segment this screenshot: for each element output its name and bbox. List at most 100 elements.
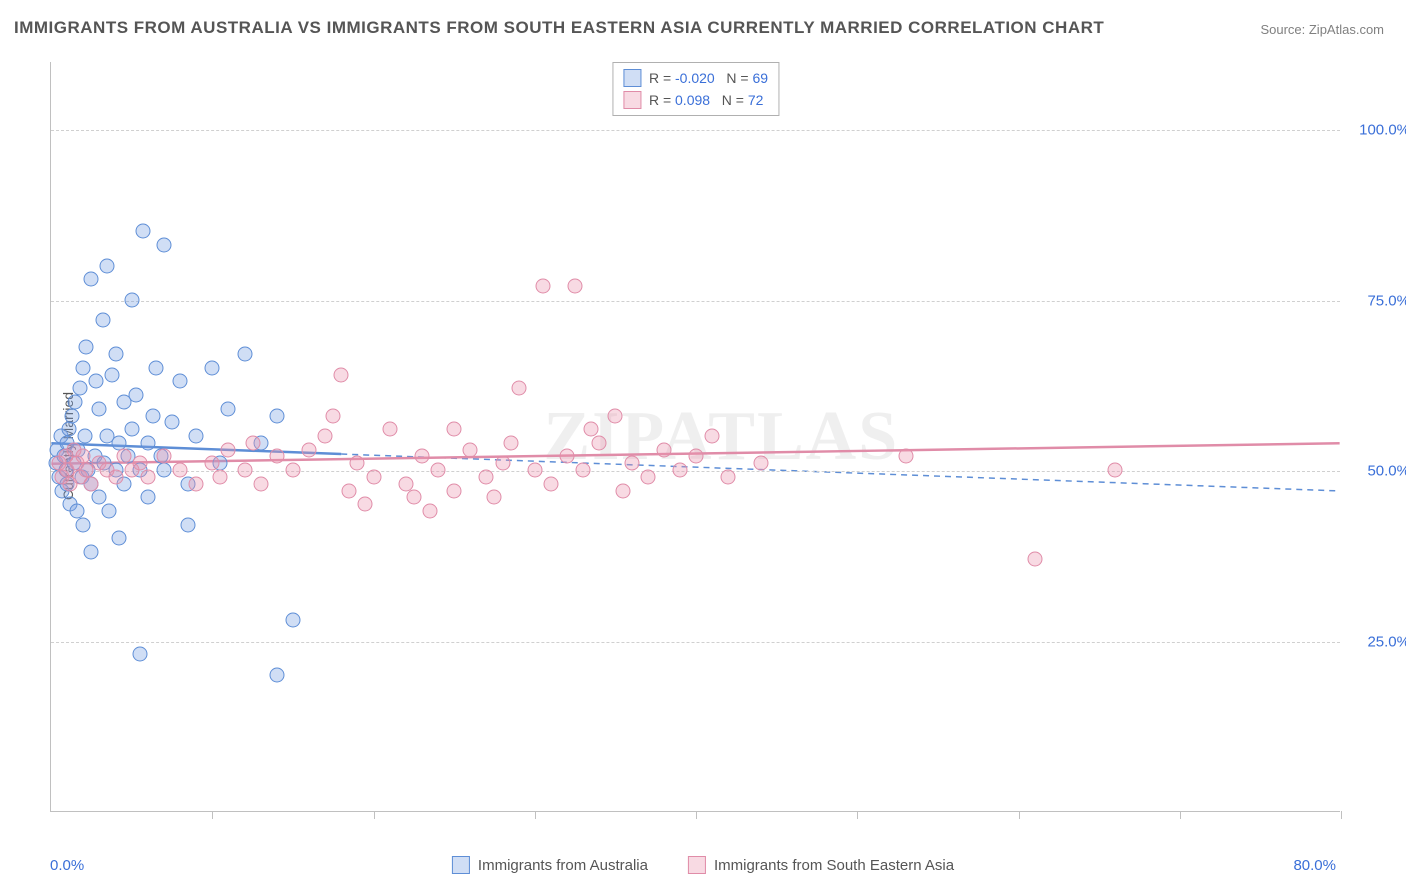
y-tick-label: 75.0% [1350,292,1406,309]
gridline [51,130,1340,131]
y-tick-label: 100.0% [1350,122,1406,139]
scatter-point [84,476,99,491]
x-axis-left-label: 0.0% [50,857,84,874]
scatter-point [156,238,171,253]
scatter-point [156,449,171,464]
scatter-point [406,490,421,505]
scatter-point [132,456,147,471]
x-axis-right-label: 80.0% [1293,857,1336,874]
scatter-point [135,224,150,239]
scatter-point [656,442,671,457]
x-tick-mark [696,811,697,819]
scatter-point [487,490,502,505]
scatter-point [145,408,160,423]
scatter-point [422,504,437,519]
scatter-point [672,463,687,478]
scatter-point [495,456,510,471]
scatter-point [108,347,123,362]
scatter-point [140,469,155,484]
legend-stat-row: R = 0.098 N = 72 [623,89,768,111]
scatter-point [1027,551,1042,566]
scatter-point [76,517,91,532]
scatter-point [568,279,583,294]
scatter-point [705,429,720,444]
scatter-point [89,374,104,389]
scatter-point [447,483,462,498]
legend-stat-text: R = -0.020 N = 69 [649,70,768,86]
scatter-point [753,456,768,471]
scatter-point [414,449,429,464]
trend-lines-layer [51,62,1340,811]
scatter-point [253,476,268,491]
scatter-point [447,422,462,437]
scatter-point [213,469,228,484]
scatter-point [334,367,349,382]
scatter-point [302,442,317,457]
y-tick-label: 25.0% [1350,633,1406,650]
scatter-point [164,415,179,430]
scatter-point [689,449,704,464]
scatter-point [173,374,188,389]
scatter-point [624,456,639,471]
scatter-point [105,367,120,382]
scatter-point [560,449,575,464]
scatter-point [640,469,655,484]
scatter-point [140,435,155,450]
scatter-point [116,449,131,464]
scatter-point [221,442,236,457]
legend-item: Immigrants from South Eastern Asia [688,856,954,874]
scatter-point [84,272,99,287]
scatter-point [124,422,139,437]
x-tick-mark [1019,811,1020,819]
scatter-point [503,435,518,450]
scatter-point [102,504,117,519]
scatter-point [398,476,413,491]
scatter-point [382,422,397,437]
scatter-point [269,449,284,464]
scatter-point [68,394,83,409]
legend-stat-text: R = 0.098 N = 72 [649,92,763,108]
scatter-point [124,292,139,307]
scatter-point [73,381,88,396]
scatter-point [76,449,91,464]
scatter-point [189,476,204,491]
legend-stat-row: R = -0.020 N = 69 [623,67,768,89]
scatter-point [576,463,591,478]
scatter-point [535,279,550,294]
chart-plot-area: ZIPATLAS R = -0.020 N = 69R = 0.098 N = … [50,62,1340,812]
scatter-point [64,408,79,423]
scatter-point [140,490,155,505]
legend-swatch [688,856,706,874]
legend-swatch [452,856,470,874]
scatter-point [358,497,373,512]
scatter-point [592,435,607,450]
chart-title: IMMIGRANTS FROM AUSTRALIA VS IMMIGRANTS … [14,18,1104,38]
scatter-point [543,476,558,491]
x-tick-mark [1180,811,1181,819]
scatter-point [79,340,94,355]
scatter-point [511,381,526,396]
scatter-point [527,463,542,478]
scatter-point [221,401,236,416]
scatter-point [584,422,599,437]
scatter-point [205,456,220,471]
gridline [51,642,1340,643]
scatter-point [721,469,736,484]
scatter-point [156,463,171,478]
scatter-point [237,463,252,478]
gridline [51,301,1340,302]
scatter-point [61,422,76,437]
scatter-point [129,388,144,403]
scatter-point [269,408,284,423]
scatter-point [285,463,300,478]
scatter-point [84,544,99,559]
scatter-point [431,463,446,478]
x-tick-mark [212,811,213,819]
y-tick-label: 50.0% [1350,463,1406,480]
scatter-point [245,435,260,450]
scatter-point [173,463,188,478]
scatter-point [479,469,494,484]
scatter-point [1108,463,1123,478]
legend-label: Immigrants from Australia [478,857,648,874]
scatter-point [205,360,220,375]
